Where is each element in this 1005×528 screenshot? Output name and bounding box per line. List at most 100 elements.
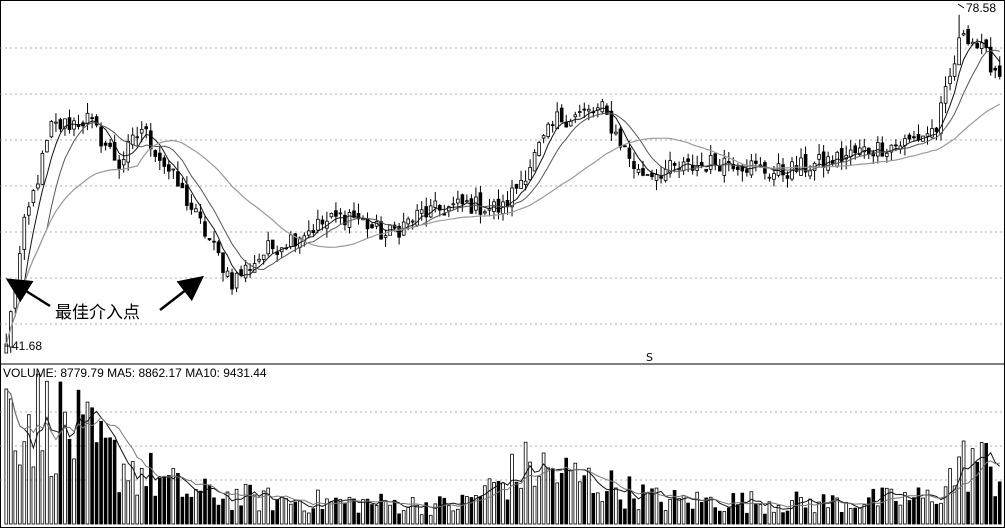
candle-body xyxy=(903,138,907,146)
candle-body xyxy=(559,107,564,123)
candle-body xyxy=(862,146,867,153)
candle-body xyxy=(564,122,568,128)
candle-body xyxy=(356,213,361,220)
arrow-left xyxy=(5,278,51,308)
volume-bar xyxy=(645,492,650,525)
candle-body xyxy=(943,86,948,104)
volume-bar xyxy=(957,456,961,525)
volume-bar xyxy=(632,498,636,525)
volume-bar xyxy=(257,510,261,525)
candle-body xyxy=(532,151,537,172)
candle-body xyxy=(794,165,799,172)
candle-body xyxy=(636,168,641,173)
volume-bar xyxy=(94,442,99,525)
volume-bar xyxy=(844,502,848,525)
volume-bar xyxy=(912,497,916,525)
candle-body xyxy=(907,134,912,140)
candle-body xyxy=(623,145,627,148)
volume-bar xyxy=(627,476,632,525)
candle-body xyxy=(736,166,740,171)
volume-bar xyxy=(302,510,307,525)
candle-body xyxy=(166,164,171,172)
volume-bar xyxy=(54,473,58,525)
volume-bar xyxy=(961,440,966,525)
candle-body xyxy=(320,219,325,225)
candle-body xyxy=(135,136,140,139)
candle-body xyxy=(731,163,736,170)
candle-body xyxy=(867,147,871,155)
candle-body xyxy=(772,173,776,180)
volume-bar xyxy=(410,497,415,525)
arrow-right xyxy=(159,275,204,311)
candle-body xyxy=(614,131,618,135)
volume-bar xyxy=(437,496,442,525)
candle-body xyxy=(198,211,203,219)
price-ma5-line xyxy=(5,40,1001,345)
volume-bar xyxy=(297,500,302,525)
volume-bar xyxy=(144,486,149,525)
candle-body xyxy=(419,209,424,214)
candle-body xyxy=(257,258,261,262)
candle-body xyxy=(975,42,979,49)
candle-body xyxy=(162,157,167,167)
volume-bar xyxy=(419,514,424,525)
volume-bar xyxy=(568,470,573,525)
volume-bar xyxy=(207,484,212,525)
volume-bar xyxy=(853,507,857,525)
volume-bar xyxy=(126,480,131,525)
volume-bar xyxy=(492,481,496,525)
volume-bar xyxy=(699,501,704,525)
volume-bar xyxy=(862,504,867,525)
candle-body xyxy=(632,161,636,169)
candle-body xyxy=(550,124,555,127)
volume-bar xyxy=(907,500,912,525)
candle-body xyxy=(31,190,36,204)
volume-bar xyxy=(148,452,153,525)
volume-bar xyxy=(365,498,370,525)
candle-body xyxy=(26,206,31,216)
volume-bar xyxy=(465,496,469,525)
candle-body xyxy=(785,175,790,179)
volume-bar xyxy=(270,510,275,525)
volume-bar xyxy=(189,496,194,525)
volume-bar xyxy=(343,502,347,525)
volume-bar xyxy=(252,494,257,525)
candle-body xyxy=(455,198,460,204)
volume-bar xyxy=(347,496,352,525)
candle-body xyxy=(189,202,194,210)
candle-body xyxy=(708,154,713,170)
volume-bar xyxy=(451,510,456,525)
volume-bar xyxy=(839,512,844,525)
candle-body xyxy=(239,269,243,276)
volume-bar xyxy=(578,481,582,525)
candle-body xyxy=(203,221,207,237)
volume-bar xyxy=(541,452,546,525)
volume-bar xyxy=(510,453,514,525)
volume-bar xyxy=(799,496,803,525)
ma10-label: MA10: xyxy=(185,366,220,380)
volume-bar xyxy=(185,493,189,525)
volume-bar xyxy=(108,437,112,525)
volume-bar xyxy=(198,490,203,525)
volume-bar xyxy=(4,388,9,525)
candle-body xyxy=(316,218,320,231)
price-ma10-line xyxy=(5,49,1000,345)
candle-body xyxy=(338,212,343,215)
volume-bar xyxy=(559,472,564,525)
volume-bar xyxy=(288,503,293,525)
candle-body xyxy=(627,147,632,159)
candle-body xyxy=(261,254,266,260)
volume-bar xyxy=(162,476,167,525)
volume-ma10-line xyxy=(5,388,1000,508)
volume-bar xyxy=(261,490,266,525)
volume-bar xyxy=(587,467,591,525)
volume-bar xyxy=(8,398,13,525)
candle-body xyxy=(433,200,438,208)
volume-bar xyxy=(681,495,686,525)
candle-body xyxy=(885,152,889,157)
volume-bar xyxy=(166,475,171,525)
volume-bar xyxy=(672,489,677,525)
volume-bar xyxy=(763,513,767,525)
candle-body xyxy=(668,160,672,174)
